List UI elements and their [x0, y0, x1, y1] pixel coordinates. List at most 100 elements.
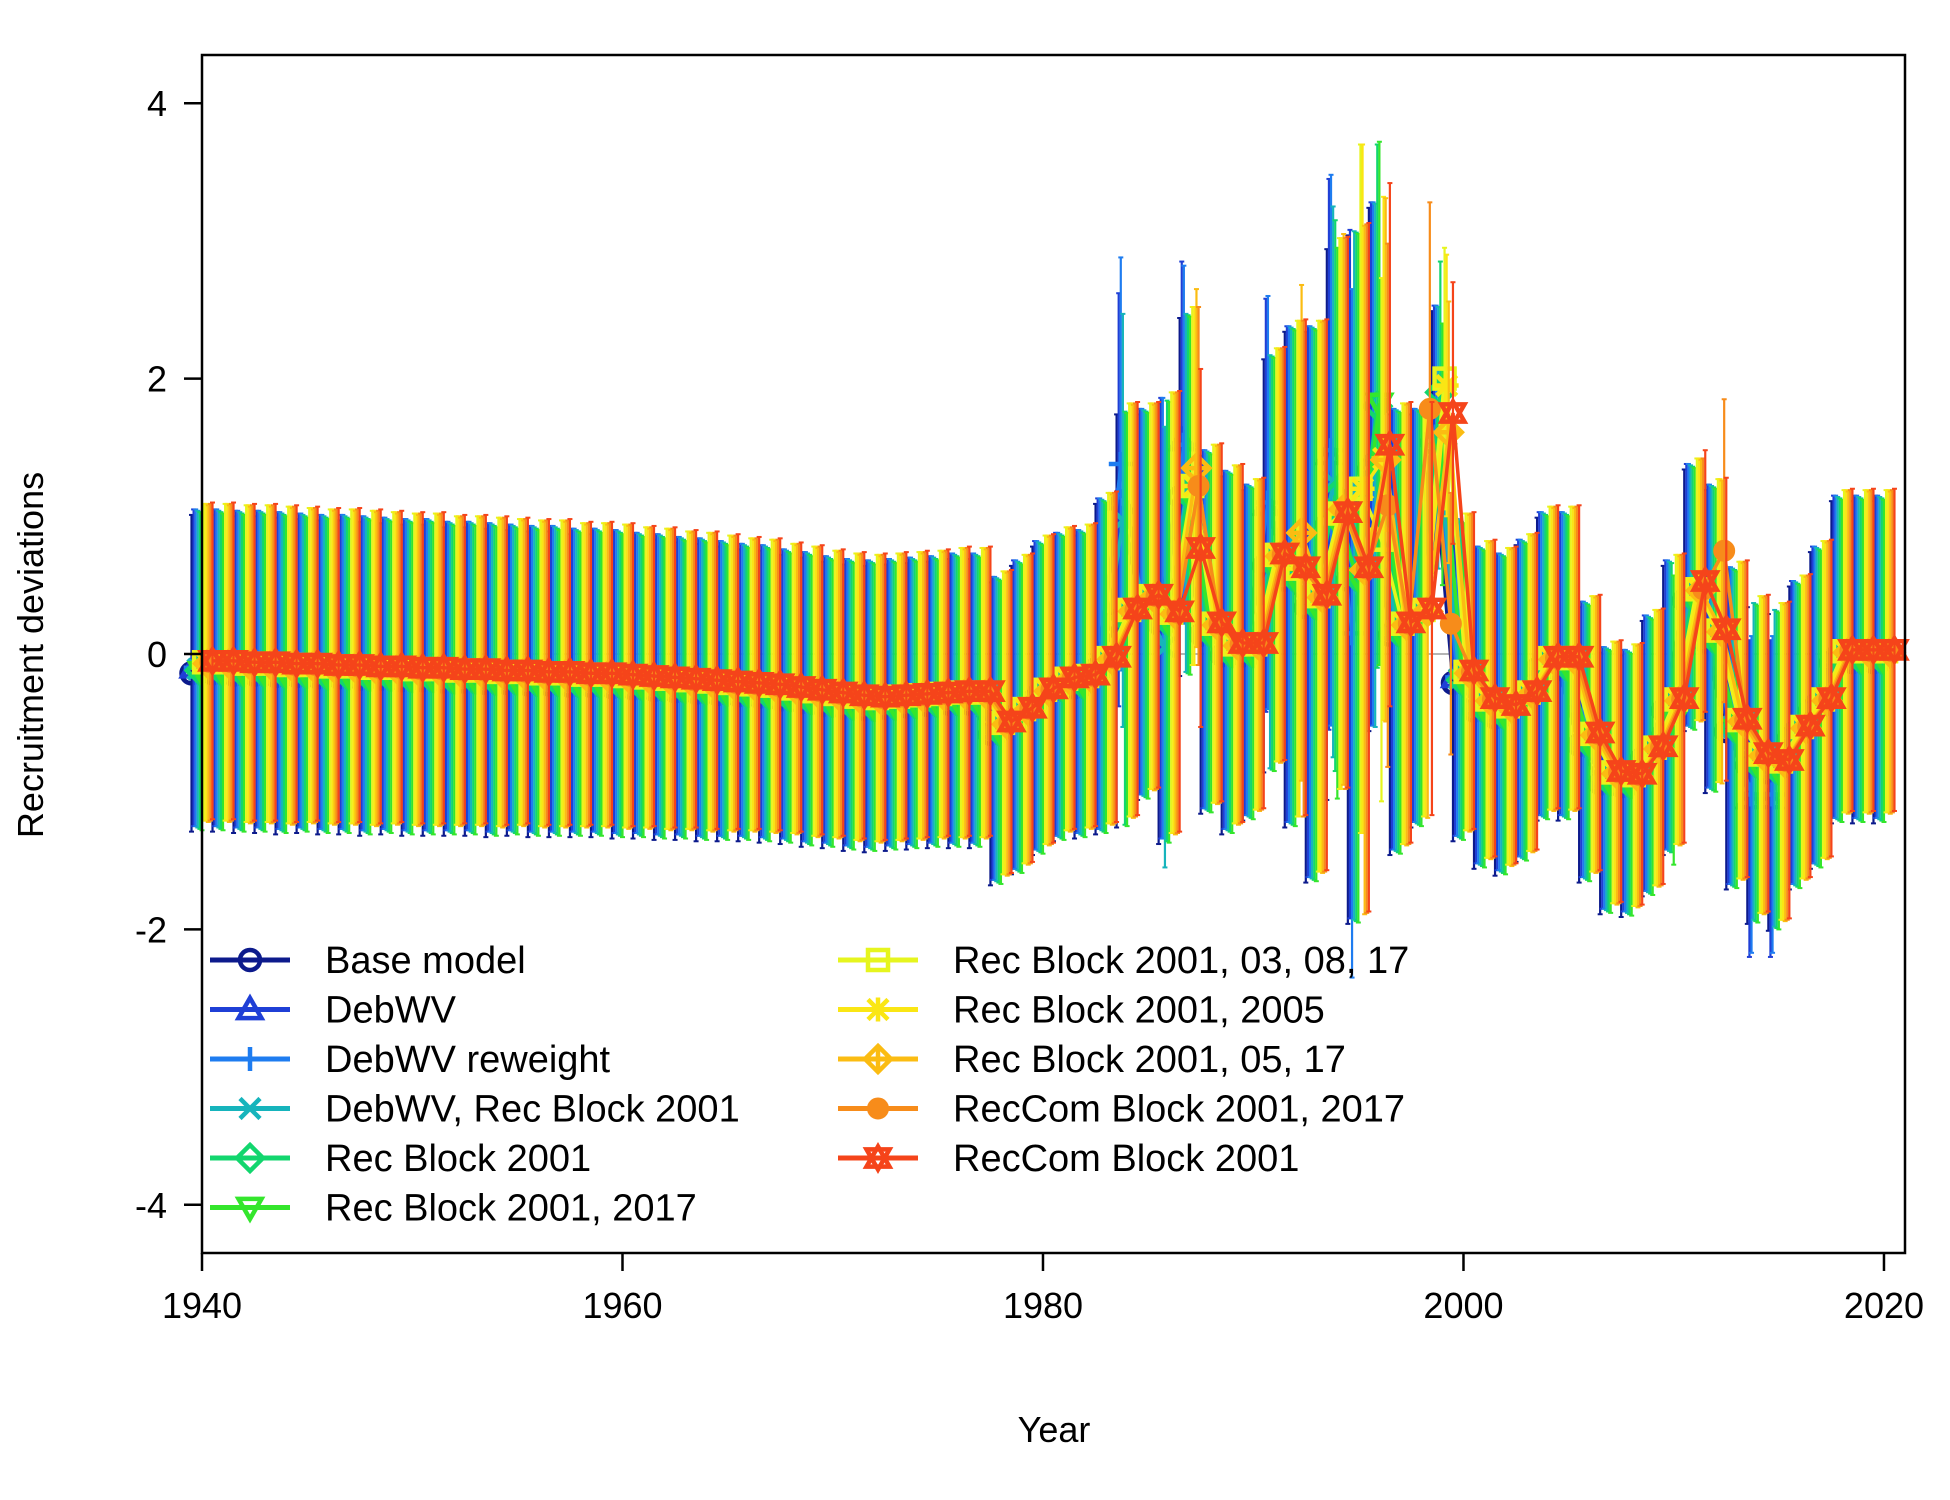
data-point — [281, 647, 312, 680]
data-point — [1350, 476, 1375, 501]
data-point — [996, 705, 1027, 738]
legend-label: DebWV reweight — [325, 1039, 611, 1081]
data-point — [1521, 675, 1553, 708]
legend-marker — [866, 997, 890, 1022]
y-axis-title: Recruitment deviations — [10, 472, 51, 838]
y-tick-label: 0 — [147, 634, 167, 675]
legend-marker — [234, 993, 266, 1021]
data-point — [975, 675, 1006, 708]
data-point — [1017, 691, 1048, 724]
data-point — [491, 654, 523, 687]
legend-marker — [238, 1096, 262, 1121]
data-point — [1713, 539, 1736, 562]
data-point — [1605, 755, 1637, 788]
data-point — [869, 680, 901, 713]
data-point — [1731, 702, 1763, 735]
data-point — [1332, 496, 1364, 529]
data-point — [1479, 682, 1511, 715]
data-point — [1187, 475, 1210, 498]
data-point — [1689, 564, 1721, 598]
x-tick-label: 1960 — [582, 1285, 662, 1326]
y-tick-label: 2 — [147, 359, 167, 400]
series-reccom-block-2001 — [197, 182, 1910, 920]
legend-entry: RecCom Block 2001 — [838, 1138, 1299, 1180]
data-point — [386, 650, 418, 683]
data-point — [1285, 516, 1318, 550]
data-point — [1542, 640, 1574, 673]
x-axis-title: Year — [1018, 1409, 1091, 1450]
data-point — [1647, 730, 1679, 763]
plot-area — [178, 140, 1910, 979]
data-point — [218, 644, 249, 677]
data-point — [890, 679, 922, 712]
data-point — [1269, 537, 1301, 570]
data-point — [449, 653, 481, 686]
data-point — [1668, 682, 1700, 715]
data-point — [1185, 531, 1217, 565]
legend-label: Rec Block 2001, 2017 — [325, 1188, 697, 1230]
data-point — [827, 676, 859, 709]
data-point — [701, 664, 733, 697]
y-tick-label: -2 — [135, 909, 167, 950]
data-point — [197, 644, 228, 677]
data-point — [911, 677, 943, 710]
data-point — [1374, 428, 1406, 461]
data-point — [407, 651, 439, 684]
data-point — [323, 648, 355, 682]
data-point — [302, 647, 334, 680]
data-point — [1164, 595, 1196, 628]
x-tick-label: 1980 — [1003, 1285, 1083, 1326]
data-point — [512, 654, 544, 687]
x-tick-label: 2020 — [1844, 1285, 1924, 1326]
data-point — [554, 655, 586, 688]
legend-entry: Rec Block 2001 — [210, 1138, 591, 1180]
data-point — [470, 653, 502, 686]
data-point — [1773, 743, 1805, 777]
data-point — [680, 662, 712, 695]
data-point — [1437, 396, 1469, 430]
data-point — [1290, 551, 1322, 584]
data-point — [1710, 613, 1742, 646]
legend-label: Rec Block 2001 — [325, 1138, 591, 1180]
data-point — [1248, 626, 1280, 660]
data-point — [1416, 592, 1448, 625]
data-point — [848, 679, 880, 712]
data-point — [260, 646, 291, 679]
legend-label: DebWV, Rec Block 2001 — [325, 1089, 740, 1131]
data-point — [1353, 551, 1385, 584]
data-point — [1752, 737, 1784, 770]
data-point — [659, 661, 691, 694]
legend-entry: DebWV, Rec Block 2001 — [210, 1089, 740, 1131]
legend-entry: DebWV reweight — [210, 1039, 611, 1081]
data-point — [1837, 633, 1868, 666]
legend-marker — [867, 1097, 889, 1120]
data-point — [722, 665, 754, 698]
legend-entry: RecCom Block 2001, 2017 — [838, 1089, 1405, 1131]
legend-marker — [238, 1047, 262, 1071]
axes: 1940 1960 1980 2000 2020 -4 -2 0 2 4 — [135, 53, 1924, 1326]
data-point — [1434, 373, 1459, 398]
legend-label: Rec Block 2001, 03, 08, 17 — [953, 940, 1409, 982]
data-point — [365, 650, 397, 683]
x-tick-label: 1940 — [162, 1285, 242, 1326]
data-point — [1794, 709, 1826, 742]
x-tick-label: 2000 — [1423, 1285, 1503, 1326]
data-point — [1080, 658, 1111, 691]
legend-entry: Rec Block 2001, 2017 — [210, 1188, 697, 1230]
legend-marker — [234, 1196, 266, 1224]
data-point — [1038, 672, 1069, 705]
data-point — [932, 676, 964, 709]
data-point — [1563, 640, 1595, 673]
legend: Base model DebWV DebWV reweight DebWV, Rec … — [210, 940, 1409, 1230]
y-tick-label: 4 — [147, 83, 167, 124]
legend-marker — [237, 947, 263, 973]
data-point — [1101, 640, 1132, 673]
data-point — [1143, 578, 1174, 611]
data-point — [1395, 606, 1427, 639]
data-point — [1122, 592, 1153, 625]
legend-label: RecCom Block 2001 — [953, 1138, 1299, 1180]
legend-entry: DebWV — [210, 990, 457, 1032]
data-point — [1418, 397, 1441, 420]
legend-marker — [862, 1141, 894, 1175]
